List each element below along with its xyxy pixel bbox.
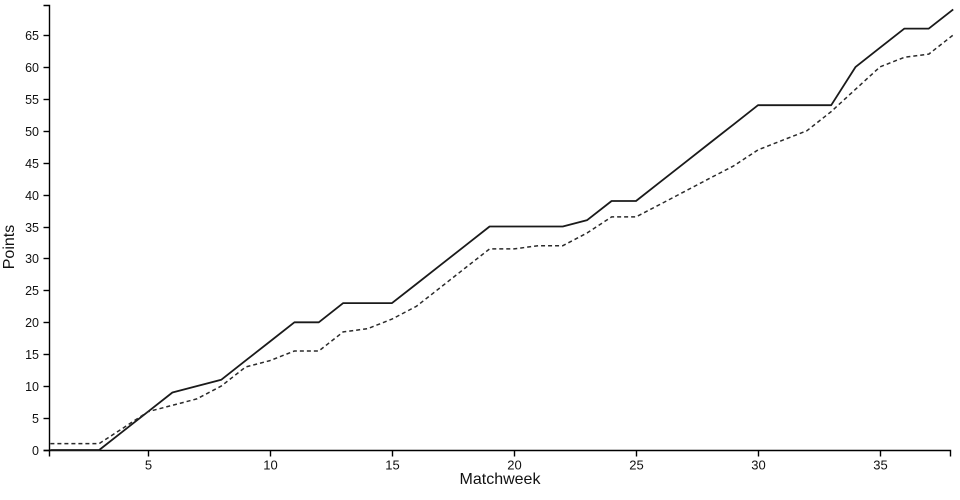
y-tick-label: 60 (25, 61, 39, 75)
x-tick-label: 35 (873, 458, 887, 473)
y-tick-label: 25 (25, 284, 39, 298)
y-tick-label: 50 (25, 125, 39, 139)
x-tick-label: 15 (385, 458, 399, 473)
x-tick-label: 5 (145, 458, 152, 473)
x-tick-label: 20 (507, 458, 521, 473)
axes: 0 5 10 15 20 25 30 35 40 45 50 55 60 65 5 10 15 20 25 30 35 (25, 4, 952, 473)
y-tick-label: 45 (25, 157, 39, 171)
x-tick-label: 25 (629, 458, 643, 473)
y-tick-label: 10 (25, 380, 39, 394)
y-tick-label: 15 (25, 348, 39, 362)
series-line-team-dashed (50, 34, 954, 445)
y-tick-label: 55 (25, 93, 39, 107)
y-tick-label: 30 (25, 252, 39, 266)
x-tick-label: 30 (751, 458, 765, 473)
y-tick-label: 0 (32, 444, 39, 458)
y-tick-label: 5 (32, 412, 39, 426)
x-axis-label: Matchweek (460, 471, 542, 488)
y-tick-label: 40 (25, 189, 39, 203)
data-series (50, 8, 954, 451)
y-tick-label: 65 (25, 29, 39, 43)
y-tick-label: 20 (25, 316, 39, 330)
series-line-team-solid (50, 8, 954, 451)
y-tick-label: 35 (25, 221, 39, 235)
y-axis-label: Points (1, 225, 18, 269)
x-tick-label: 10 (263, 458, 277, 473)
x-axis-spine (48, 449, 952, 457)
